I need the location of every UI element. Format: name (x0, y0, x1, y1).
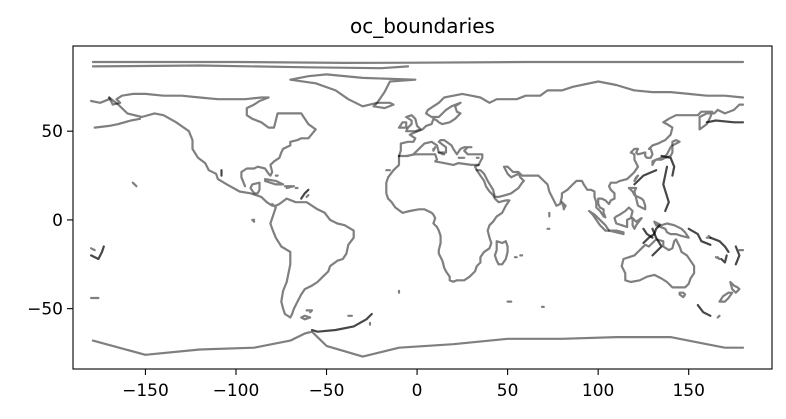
boundary-lines (89, 119, 745, 333)
coastline-18 (397, 121, 408, 129)
coastline-35 (89, 247, 96, 252)
y-tick-label: 50 (41, 122, 63, 142)
coastline-2 (289, 73, 417, 108)
boundary-11 (300, 188, 310, 200)
coastline-22 (607, 229, 625, 236)
coastline-26 (633, 174, 640, 182)
x-tick-label: −50 (309, 381, 345, 401)
coastline-3 (108, 96, 355, 319)
coastline-7 (283, 185, 295, 190)
plot-frame (72, 45, 773, 370)
coastline-8 (300, 314, 312, 321)
boundary-12 (720, 254, 728, 264)
coastline-5 (249, 181, 261, 195)
coastline-32 (729, 280, 741, 294)
coastline-40 (251, 218, 256, 223)
coastline-13 (397, 139, 484, 166)
coastline-10 (89, 98, 111, 104)
boundary-14 (642, 224, 661, 245)
coastline-16 (493, 240, 509, 266)
coastline-4 (108, 92, 317, 188)
coastline-11 (91, 330, 745, 358)
coastline-lines (89, 60, 745, 358)
boundary-13 (696, 304, 712, 317)
coastline-17 (405, 114, 422, 133)
coastline-24 (631, 217, 643, 230)
x-tick-label: 50 (497, 381, 519, 401)
y-axis: −50 0 50 (27, 122, 73, 320)
x-tick-label: 100 (582, 381, 614, 401)
coastline-27 (651, 144, 674, 166)
y-tick-label: 0 (52, 211, 63, 231)
coastline-12 (397, 80, 745, 158)
coastline-1 (91, 64, 410, 70)
boundary-15 (662, 165, 670, 213)
coastline-23 (613, 206, 634, 229)
boundary-3 (687, 227, 712, 246)
coastline-33 (718, 291, 734, 303)
coastline-20 (560, 201, 567, 211)
coastline-37 (93, 117, 142, 129)
coastline-28 (671, 139, 681, 147)
boundary-2 (660, 154, 676, 177)
boundary-4 (709, 236, 730, 253)
coastline-15 (475, 103, 745, 219)
coastline-43 (432, 146, 437, 152)
boundary-1 (633, 169, 658, 186)
boundary-6 (310, 312, 373, 333)
coastline-29 (653, 220, 690, 239)
coastline-51 (305, 194, 310, 198)
coastline-59 (716, 314, 721, 319)
boundary-7 (705, 119, 745, 124)
coastline-14 (385, 154, 511, 283)
boundary-5 (734, 245, 741, 266)
boundary-8 (89, 245, 105, 261)
coastline-6 (263, 178, 285, 186)
y-tick-label: −50 (27, 300, 63, 320)
chart-title: oc_boundaries (350, 14, 495, 38)
coastline-0 (91, 60, 745, 65)
x-axis: −150 −100 −50 0 50 100 150 (122, 369, 705, 401)
coastline-9 (305, 309, 314, 314)
coastline-39 (714, 256, 721, 261)
x-tick-label: −100 (213, 381, 260, 401)
coastline-21 (587, 209, 611, 232)
coastline-19 (372, 101, 395, 110)
x-tick-label: −150 (122, 381, 169, 401)
coastline-44 (437, 151, 446, 156)
x-tick-label: 0 (412, 381, 423, 401)
x-tick-label: 150 (672, 381, 704, 401)
coastline-31 (678, 291, 687, 299)
coastline-25 (627, 186, 647, 211)
coastline-30 (620, 238, 696, 289)
coastline-41 (131, 181, 138, 188)
